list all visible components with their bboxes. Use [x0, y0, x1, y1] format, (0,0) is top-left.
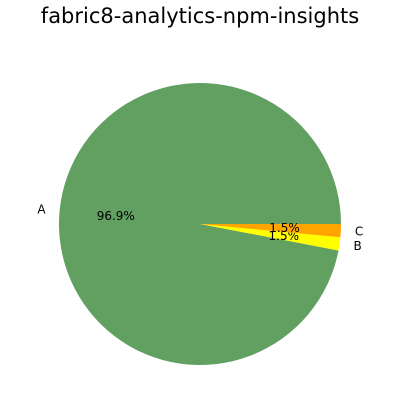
pie-slice-c: [200, 224, 341, 238]
pie-slice-b: [200, 224, 341, 251]
chart-title: fabric8-analytics-npm-insights: [40, 4, 360, 28]
slice-percent-a: 96.9%: [97, 209, 135, 223]
slice-label-a: A: [37, 202, 46, 216]
slice-label-b: B: [354, 239, 362, 253]
slice-percent-c: 1.5%: [269, 221, 300, 235]
slice-label-c: C: [355, 224, 363, 238]
